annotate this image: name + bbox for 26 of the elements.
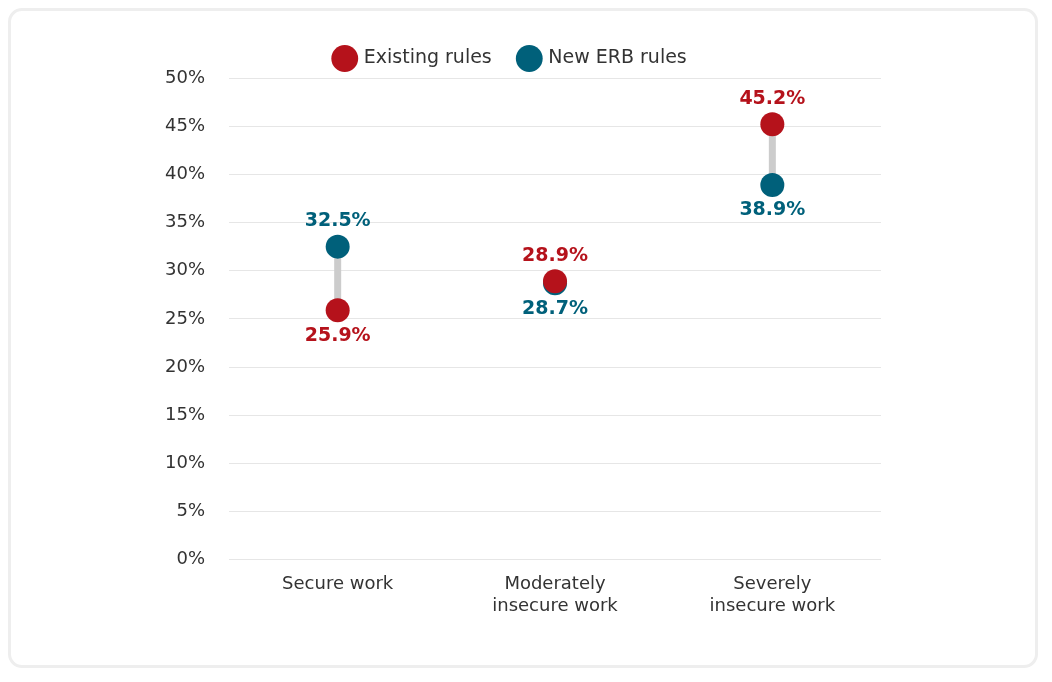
data-label: 45.2% <box>739 85 806 108</box>
y-tick-label: 0% <box>176 547 206 569</box>
legend-label: Existing rules <box>363 45 492 68</box>
x-tick-label: Secure work <box>282 572 394 594</box>
point <box>760 112 785 137</box>
data-label: 32.5% <box>304 208 371 231</box>
x-tick-label: Moderately insecure work <box>492 572 619 615</box>
y-tick-label: 45% <box>164 113 206 135</box>
y-tick-label: 5% <box>176 499 206 521</box>
y-tick-label: 15% <box>164 402 206 424</box>
y-tick-label: 35% <box>164 210 206 232</box>
data-label: 28.7% <box>522 295 588 318</box>
point <box>325 298 350 323</box>
y-tick-label: 30% <box>164 258 206 280</box>
y-tick-label: 40% <box>164 162 206 184</box>
legend-label: New ERB rules <box>548 45 687 68</box>
y-tick-label: 25% <box>164 306 206 328</box>
point <box>760 172 785 197</box>
y-tick-label: 20% <box>164 354 206 376</box>
y-tick-label: 50% <box>164 65 206 87</box>
point <box>325 234 350 259</box>
y-tick-label: 10% <box>164 451 206 473</box>
x-tick-label: Severely insecure work <box>709 572 836 615</box>
data-label: 28.9% <box>522 242 588 265</box>
data-label: 25.9% <box>304 322 371 345</box>
data-label: 38.9% <box>739 197 806 220</box>
